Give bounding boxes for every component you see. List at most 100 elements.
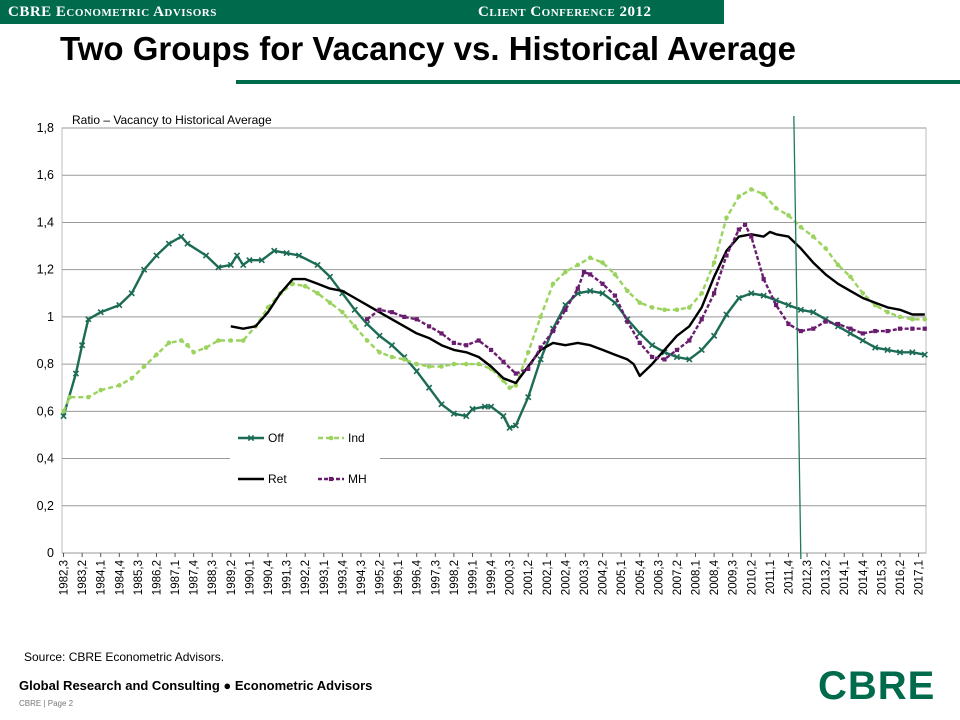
data-point-mh: [575, 286, 580, 291]
data-point-off: [258, 257, 265, 264]
data-point-ind: [327, 300, 333, 306]
data-point-off: [686, 356, 693, 363]
data-point-off: [525, 394, 532, 401]
x-tick-label: 2005,1: [616, 560, 628, 595]
x-tick-label: 2010,2: [746, 560, 758, 595]
legend-marker-off: [247, 434, 255, 442]
data-point-off: [810, 309, 817, 316]
data-point-mh: [910, 326, 915, 331]
data-point-ind: [823, 246, 828, 251]
data-point-ind: [67, 394, 73, 400]
data-point-ind: [922, 316, 928, 322]
data-point-off: [636, 330, 643, 337]
x-tick-label: 2006,3: [653, 560, 665, 595]
x-tick-label: 1990,4: [263, 559, 275, 595]
data-point-off: [240, 261, 247, 269]
data-point-ind: [612, 272, 618, 277]
data-point-mh: [860, 331, 865, 336]
legend-label-ind: Ind: [348, 431, 365, 445]
data-point-off: [227, 261, 235, 269]
data-point-off: [500, 412, 507, 420]
data-point-mh: [922, 326, 927, 331]
x-tick-label: 1992,2: [300, 560, 312, 595]
data-point-ind: [364, 338, 370, 343]
data-point-off: [487, 403, 495, 410]
data-point-off: [215, 264, 222, 271]
data-point-off: [921, 351, 928, 358]
y-axis-label: Ratio – Vacancy to Historical Average: [72, 113, 272, 127]
y-tick-label: 0,4: [37, 452, 54, 466]
data-point-mh: [513, 371, 518, 376]
data-point-mh: [389, 310, 395, 315]
data-point-ind: [773, 205, 779, 211]
data-point-ind: [687, 305, 692, 310]
y-tick-label: 0,6: [37, 404, 54, 418]
data-point-ind: [315, 290, 320, 296]
x-tick-label: 1999,1: [467, 560, 479, 595]
x-tick-label: 1996,4: [412, 559, 424, 595]
x-tick-label: 1987,4: [189, 559, 201, 595]
data-point-mh: [612, 293, 618, 298]
x-tick-label: 2000,3: [505, 560, 517, 595]
data-point-mh: [625, 319, 630, 324]
data-point-ind: [178, 338, 184, 343]
footer-text: Global Research and Consulting ● Econome…: [19, 678, 373, 693]
series-line-ind: [62, 188, 925, 412]
data-point-off: [78, 342, 86, 349]
data-point-off: [872, 344, 879, 351]
data-point-mh: [563, 307, 568, 312]
data-point-mh: [637, 340, 642, 345]
header-band: CBRE Econometric Advisors Client Confere…: [0, 0, 724, 24]
data-point-off: [450, 410, 458, 417]
data-point-off: [388, 342, 396, 349]
data-point-ind: [402, 357, 407, 362]
data-point-mh: [402, 314, 407, 319]
page-number: CBRE | Page 2: [19, 699, 74, 708]
data-point-ind: [600, 260, 605, 265]
x-tick-label: 2007,2: [672, 560, 684, 595]
data-point-off: [202, 252, 210, 259]
y-tick-label: 1,8: [37, 121, 54, 135]
x-tick-label: 1986,2: [151, 560, 163, 595]
data-point-mh: [736, 227, 741, 232]
x-tick-label: 2005,4: [635, 559, 647, 595]
data-point-mh: [712, 291, 717, 296]
data-point-ind: [507, 385, 512, 391]
data-point-ind: [240, 338, 246, 343]
data-point-ind: [835, 262, 841, 268]
y-tick-label: 1,6: [37, 168, 54, 182]
data-point-mh: [835, 321, 841, 327]
data-point-ind: [451, 361, 457, 367]
data-point-mh: [650, 354, 655, 360]
y-tick-label: 1,2: [37, 263, 54, 277]
x-tick-label: 1993,1: [319, 560, 331, 595]
data-point-ind: [352, 324, 358, 329]
data-point-off: [283, 249, 290, 257]
data-point-off: [413, 368, 420, 375]
data-point-ind: [141, 364, 147, 369]
source-note: Source: CBRE Econometric Advisors.: [24, 650, 225, 664]
data-point-ind: [228, 338, 234, 343]
data-point-ind: [463, 361, 469, 367]
data-point-ind: [748, 187, 754, 192]
data-point-mh: [538, 345, 543, 350]
data-point-off: [760, 292, 767, 299]
data-point-ind: [86, 394, 91, 400]
series-line-ret: [230, 230, 925, 385]
x-tick-label: 1991,3: [282, 560, 294, 595]
data-point-off: [748, 290, 755, 297]
legend-label-off: Off: [268, 431, 284, 445]
data-point-off: [797, 306, 805, 313]
data-point-off: [295, 252, 303, 259]
data-point-ind: [649, 305, 655, 310]
x-tick-label: 2008,4: [709, 559, 721, 595]
data-point-off: [178, 233, 185, 240]
x-tick-label: 1994,3: [356, 560, 368, 595]
data-point-off: [140, 266, 148, 273]
x-tick-label: 2002,4: [560, 559, 572, 595]
data-point-ind: [377, 350, 382, 355]
data-point-off: [233, 252, 241, 259]
x-tick-label: 1989,2: [226, 560, 238, 595]
legend-marker-ind: [328, 435, 334, 441]
data-point-mh: [786, 321, 791, 327]
